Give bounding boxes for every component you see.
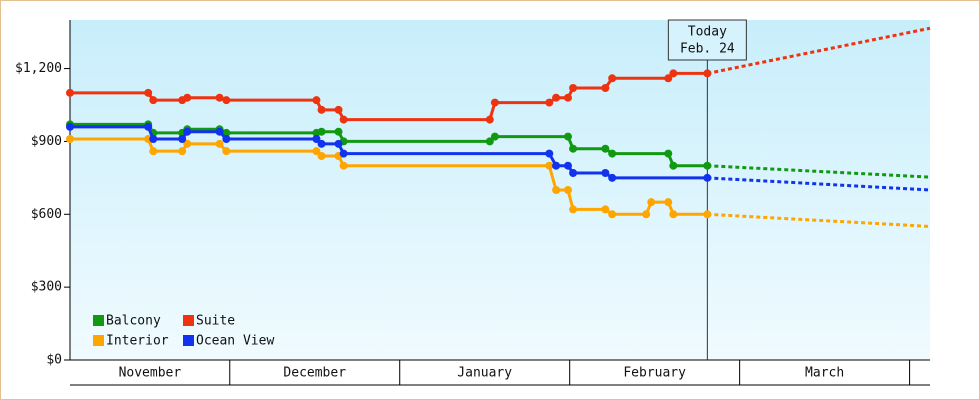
point [144,122,153,131]
point [669,210,678,219]
point [490,132,499,141]
point [664,149,673,158]
legend-swatch [93,315,104,326]
y-tick-label: $300 [31,280,62,295]
point [149,147,158,156]
point [601,144,610,153]
legend-label: Interior [106,334,169,349]
point [215,127,224,136]
x-tick-label: December [283,366,346,381]
point [669,69,678,78]
point [312,135,321,143]
point [222,147,231,156]
point [545,98,554,107]
point [545,149,554,158]
point [664,74,673,83]
point [334,127,343,136]
point [183,139,192,148]
point [703,69,712,78]
x-tick-label: November [119,366,182,381]
forecast-line [707,176,931,192]
point [317,152,326,160]
point [669,161,678,170]
point [563,186,572,194]
point [66,88,74,97]
series-line [70,125,708,180]
legend-label: Ocean View [196,334,274,349]
series-line [70,137,708,216]
y-tick-label: $600 [31,207,62,222]
legend-label: Suite [196,314,235,329]
x-tick-label: January [457,366,512,381]
point [703,161,712,170]
point [178,147,187,156]
point [608,74,617,83]
point [339,149,348,158]
point [312,147,321,156]
point [485,137,494,146]
point [608,210,617,219]
today-label: Today [688,25,727,40]
today-box [667,19,747,61]
point [317,105,326,114]
point [569,169,578,177]
y-tick-label: $0 [46,353,62,368]
legend-swatch [93,335,104,346]
point [215,139,224,148]
y-tick-label: $900 [31,134,62,149]
legend-swatch [183,335,194,346]
point [647,198,656,207]
point [490,98,499,107]
point [552,161,561,170]
point [552,186,561,194]
point [608,173,617,182]
point [334,139,343,148]
point [608,149,617,158]
point [642,210,651,219]
legend-swatch [183,315,194,326]
point [312,96,321,105]
today-label: Feb. 24 [680,42,735,57]
x-tick-label: February [623,366,686,381]
point [144,88,153,97]
point [569,84,578,92]
legend-label: Balcony [106,314,161,329]
point [703,173,712,182]
point [563,93,572,102]
point [183,127,192,136]
point [601,169,610,177]
point [66,135,74,143]
point [149,96,158,105]
point [149,135,158,143]
point [339,161,348,170]
point [485,115,494,124]
forecast-line [707,212,931,228]
forecast-line [707,26,931,75]
point [545,161,554,170]
point [334,105,343,114]
point [66,122,74,131]
point [601,205,610,214]
y-tick-label: $1,200 [15,61,62,76]
point [339,115,348,124]
point [222,96,231,105]
forecast-line [707,164,931,179]
point [703,210,712,219]
point [569,144,578,153]
point [317,127,326,136]
plot-area [70,20,930,360]
point [664,198,673,207]
point [563,161,572,170]
point [222,135,231,143]
point [215,93,224,102]
point [563,132,572,141]
point [569,205,578,214]
point [183,93,192,102]
point [552,93,561,102]
point [601,84,610,92]
point [178,135,187,143]
point [317,139,326,148]
x-tick-label: March [805,366,844,381]
